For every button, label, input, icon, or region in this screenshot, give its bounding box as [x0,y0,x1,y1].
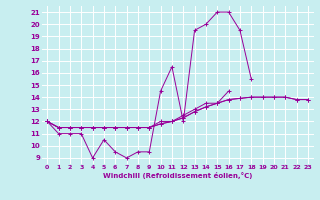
X-axis label: Windchill (Refroidissement éolien,°C): Windchill (Refroidissement éolien,°C) [103,172,252,179]
